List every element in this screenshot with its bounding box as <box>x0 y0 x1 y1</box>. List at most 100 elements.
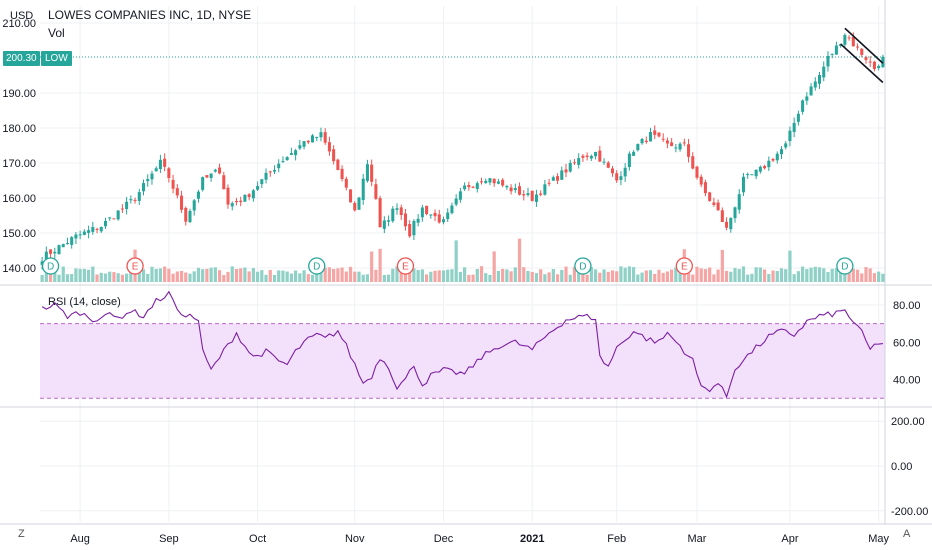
candle-body <box>450 205 454 214</box>
volume-bars <box>40 238 885 282</box>
volume-bar <box>370 251 374 282</box>
candle-body <box>703 182 707 194</box>
candle-body <box>408 224 412 237</box>
auto-scale-button[interactable]: A <box>903 528 911 540</box>
volume-label[interactable]: Vol <box>48 26 65 40</box>
candle-body <box>830 53 834 55</box>
rsi-label[interactable]: RSI (14, close) <box>48 296 121 308</box>
candle-body <box>716 202 720 211</box>
candle-body <box>644 140 648 143</box>
volume-bar <box>881 273 885 282</box>
volume-bar <box>344 271 348 282</box>
candle-body <box>856 46 860 48</box>
candle-body <box>729 217 733 230</box>
time-axis[interactable]: Aug Sep Oct Nov Dec 2021 Feb Mar Apr May <box>70 533 889 545</box>
candle-body <box>370 164 374 182</box>
candle-body <box>99 226 103 232</box>
volume-bar <box>526 271 530 282</box>
volume-bar <box>289 273 293 282</box>
volume-bar <box>209 267 213 282</box>
volume-bar <box>365 274 370 282</box>
time-tick-label: Aug <box>70 533 90 545</box>
volume-bar <box>716 269 720 282</box>
event-marker-E[interactable] <box>675 257 693 275</box>
rsi-series <box>41 290 883 399</box>
volume-bar <box>437 270 441 282</box>
volume-bar <box>95 274 99 282</box>
price-axis[interactable]: 140.00 150.00 160.00 170.00 180.00 190.00 210.… <box>2 18 928 518</box>
volume-bar <box>306 274 310 282</box>
candle-body <box>382 220 386 229</box>
candle-body <box>530 190 534 201</box>
candle-body <box>560 170 564 180</box>
channel-line-lower[interactable] <box>840 43 884 84</box>
time-tick-label: Dec <box>434 533 454 545</box>
candle-body <box>522 194 526 196</box>
volume-bar <box>348 266 353 282</box>
volume-bar <box>746 274 750 282</box>
candle-body <box>547 182 551 184</box>
candle-body <box>188 210 192 222</box>
volume-bar <box>141 269 146 282</box>
event-marker-D[interactable] <box>574 257 592 275</box>
volume-bar <box>653 273 657 282</box>
candle-body <box>116 210 120 220</box>
volume-bar <box>91 266 95 282</box>
candle-body <box>222 175 226 190</box>
candle-body <box>44 251 48 260</box>
volume-bar <box>424 274 429 282</box>
volume-bar <box>323 267 327 282</box>
candle-body <box>881 56 885 67</box>
volume-bar <box>467 274 471 282</box>
candle-body <box>610 168 615 174</box>
volume-bar <box>648 270 653 282</box>
candle-body <box>636 144 640 151</box>
volume-bar <box>255 271 260 282</box>
candle-body <box>146 179 150 182</box>
event-marker-D[interactable] <box>41 257 60 275</box>
candle-body <box>589 155 593 159</box>
event-marker-D[interactable] <box>308 257 326 275</box>
volume-bar <box>201 269 205 282</box>
rsi-tick-label: 80.00 <box>893 300 921 312</box>
symbol-title[interactable]: LOWES COMPANIES INC, 1D, NYSE <box>48 8 252 22</box>
candle-body <box>577 158 581 165</box>
candle-body <box>391 208 395 222</box>
volume-bar <box>627 266 631 282</box>
candle-body <box>285 157 289 161</box>
volume-bar <box>623 267 627 282</box>
candle-body <box>551 177 555 181</box>
volume-bar <box>154 268 158 282</box>
zoom-button[interactable]: Z <box>18 528 25 540</box>
channel-line-upper[interactable] <box>844 27 884 64</box>
volume-bar <box>729 271 733 282</box>
volume-bar <box>581 269 585 282</box>
volume-bar <box>670 269 674 282</box>
volume-bar <box>319 269 323 282</box>
event-marker-E[interactable] <box>396 257 415 275</box>
volume-bar <box>268 269 272 282</box>
event-marker-D[interactable] <box>836 257 854 275</box>
volume-bar <box>678 271 682 282</box>
volume-bar <box>103 273 108 282</box>
volume-bar <box>771 270 775 282</box>
lower-pane-tick-label: 0.00 <box>891 461 912 473</box>
volume-bar <box>543 274 547 282</box>
event-marker-E[interactable] <box>126 257 144 275</box>
volume-bar <box>712 274 716 282</box>
volume-bar <box>615 271 619 282</box>
candle-body <box>361 178 365 201</box>
candle-body <box>648 132 653 142</box>
volume-bar <box>568 274 572 282</box>
volume-bar <box>598 272 602 282</box>
candle-body <box>378 198 382 228</box>
candle-body <box>543 184 547 195</box>
volume-bar <box>703 269 708 282</box>
volume-bar <box>184 272 188 282</box>
volume-bar <box>99 272 103 282</box>
volume-bar <box>640 272 644 282</box>
volume-bar <box>327 267 332 282</box>
volume-bar <box>708 267 712 282</box>
volume-bar <box>260 270 264 282</box>
